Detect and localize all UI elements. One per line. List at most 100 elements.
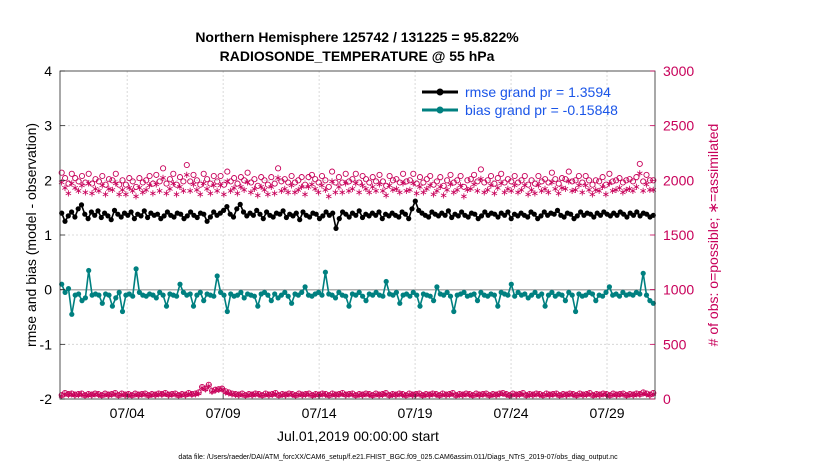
possible-point	[318, 172, 326, 180]
possible-point	[379, 178, 386, 185]
possible-point	[247, 179, 255, 186]
possible-point	[58, 169, 65, 176]
assimilated_low-point: ∗	[185, 389, 193, 400]
assimilated_low-point: ∗	[352, 391, 360, 402]
possible-point	[237, 174, 244, 181]
assimilated-point: ∗	[162, 188, 170, 199]
possible-point	[575, 172, 582, 180]
bias-point	[569, 292, 575, 298]
possible-point	[183, 161, 190, 169]
possible-point	[95, 178, 102, 185]
rmse-point	[108, 217, 114, 223]
possible_low-point	[556, 392, 563, 399]
assimilated_low-point: ∗	[91, 390, 99, 401]
possible-point	[176, 174, 184, 181]
possible_low-point	[616, 391, 623, 398]
assimilated-point: ∗	[118, 185, 126, 196]
assimilated_low-point: ∗	[275, 391, 283, 402]
assimilated-point: ∗	[358, 181, 366, 192]
assimilated-point: ∗	[555, 188, 563, 199]
y-tick-label-right: 3000	[663, 63, 694, 79]
assimilated_low-point: ∗	[415, 390, 423, 401]
assimilated-point: ∗	[548, 177, 556, 188]
possible_low-point	[178, 391, 186, 398]
rmse-point	[591, 214, 597, 220]
assimilated-point: ∗	[639, 186, 647, 197]
assimilated_low-point: ∗	[265, 391, 273, 402]
assimilated_low-point: ∗	[519, 389, 527, 400]
possible-point	[616, 175, 623, 182]
assimilated_low-point: ∗	[268, 390, 276, 401]
rmse-point	[141, 208, 147, 214]
assimilated-point: ∗	[396, 187, 404, 198]
bias-point	[380, 293, 386, 299]
possible-point	[633, 174, 640, 181]
possible-point	[464, 177, 471, 184]
possible_low-point	[336, 391, 343, 398]
bias-point	[549, 289, 555, 295]
possible-point	[105, 176, 113, 183]
bias-point	[133, 266, 139, 272]
assimilated-point: ∗	[145, 181, 153, 192]
possible_low-point	[463, 390, 470, 397]
rmse-point	[551, 211, 557, 217]
possible-point	[545, 179, 552, 186]
possible_low-point	[369, 392, 376, 399]
assimilated-point: ∗	[101, 190, 109, 201]
assimilated_low-point: ∗	[104, 391, 112, 402]
possible_low-point	[165, 391, 172, 398]
rmse-point	[472, 211, 478, 217]
rmse-point	[554, 207, 561, 213]
possible_low-point	[312, 391, 319, 398]
chart-title-line1: Northern Hemisphere 125742 / 131225 = 95…	[195, 29, 519, 45]
rmse-point	[297, 217, 303, 223]
possible_low-point	[362, 390, 369, 397]
assimilated_low-point: ∗	[562, 391, 570, 402]
assimilated-point: ∗	[95, 186, 103, 197]
possible_low-point	[118, 390, 125, 397]
possible-point	[227, 178, 234, 185]
bias-point	[643, 292, 650, 298]
rmse-point	[356, 208, 362, 214]
possible-point	[325, 183, 332, 190]
possible-point	[636, 160, 643, 167]
assimilated_low-point: ∗	[181, 391, 189, 402]
possible-point	[281, 176, 288, 183]
bias-point	[153, 295, 159, 301]
possible_low-point	[128, 392, 135, 399]
bias-point	[431, 298, 437, 304]
assimilated_low-point: ∗	[589, 391, 597, 402]
bias-point	[238, 289, 244, 295]
rmse-point	[293, 210, 299, 216]
bias-point	[241, 295, 247, 301]
possible-point	[444, 177, 451, 184]
possible_low-point	[71, 391, 79, 398]
bias-point	[302, 284, 308, 290]
assimilated_low-point: ∗	[151, 391, 159, 402]
rmse-point	[574, 213, 580, 219]
possible_low-point	[192, 390, 199, 397]
possible-point	[373, 178, 380, 185]
assimilated_low-point: ∗	[449, 389, 457, 400]
possible-point	[542, 176, 549, 183]
assimilated_low-point: ∗	[94, 390, 102, 401]
assimilated-point: ∗	[494, 183, 502, 194]
assimilated_low-point: ∗	[442, 391, 450, 402]
possible_low-point	[443, 391, 450, 398]
possible_low-point	[212, 386, 219, 393]
assimilated_low-point: ∗	[231, 390, 239, 401]
possible-point	[447, 171, 454, 178]
assimilated-point: ∗	[345, 186, 353, 197]
assimilated-point: ∗	[294, 185, 302, 196]
assimilated_low-point: ∗	[168, 390, 176, 401]
assimilated-point: ∗	[538, 186, 546, 197]
assimilated_low-point: ∗	[609, 390, 617, 401]
possible_low-point	[182, 391, 189, 398]
assimilated-point: ∗	[436, 182, 444, 193]
possible-point	[403, 178, 410, 185]
possible-point	[487, 172, 495, 180]
assimilated_low-point: ∗	[342, 391, 350, 402]
assimilated-point: ∗	[186, 186, 194, 197]
possible-point	[508, 178, 515, 185]
assimilated_low-point: ∗	[61, 389, 69, 400]
